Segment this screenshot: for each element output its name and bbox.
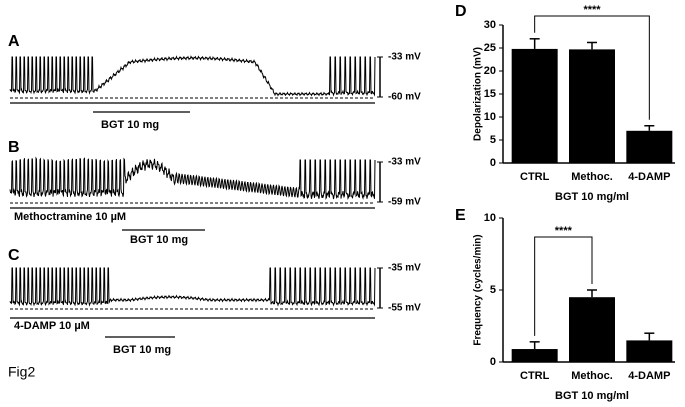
x-axis-label: BGT 10 mg/ml xyxy=(555,390,629,402)
x-tick-label: 4-DAMP xyxy=(628,370,670,382)
y-tick-label: 15 xyxy=(484,88,496,100)
bar xyxy=(569,297,615,362)
bar xyxy=(626,130,673,163)
panel-label: B xyxy=(8,139,20,156)
x-tick-label: CTRL xyxy=(520,171,550,183)
x-axis-label: BGT 10 mg/ml xyxy=(555,191,629,203)
panel-label: C xyxy=(8,247,20,264)
y-tick-label: 10 xyxy=(484,212,496,224)
x-tick-label: Methoc. xyxy=(571,370,613,382)
treatment-label: BGT 10 mg xyxy=(113,344,171,356)
panel-label: E xyxy=(455,207,466,224)
bar xyxy=(569,49,615,163)
y-tick-label: 30 xyxy=(484,19,496,31)
bottom-potential: -59 mV xyxy=(388,197,421,208)
trace xyxy=(9,156,376,201)
y-tick-label: 0 xyxy=(490,356,496,368)
y-tick-label: 5 xyxy=(490,134,496,146)
y-axis-label: Frequency (cycles/min) xyxy=(473,234,484,345)
panel-label: A xyxy=(8,33,20,50)
bottom-potential: -60 mV xyxy=(388,92,421,103)
bottom-potential: -55 mV xyxy=(388,303,421,314)
x-tick-label: CTRL xyxy=(520,370,550,382)
bar xyxy=(511,349,558,362)
significance-label: **** xyxy=(555,225,573,237)
y-tick-label: 5 xyxy=(490,284,496,296)
y-tick-label: 10 xyxy=(484,111,496,123)
panel-label: D xyxy=(455,3,467,20)
trace xyxy=(9,267,376,307)
top-potential: -33 mV xyxy=(388,52,421,63)
bar xyxy=(511,48,558,163)
x-tick-label: 4-DAMP xyxy=(628,171,670,183)
bar xyxy=(626,340,673,362)
top-potential: -33 mV xyxy=(388,157,421,168)
top-potential: -35 mV xyxy=(388,263,421,274)
drug-label: 4-DAMP 10 µM xyxy=(14,320,90,332)
significance-bracket xyxy=(534,236,593,336)
significance-bracket xyxy=(534,15,650,120)
y-tick-label: 20 xyxy=(484,65,496,77)
treatment-label: BGT 10 mg xyxy=(101,119,159,131)
drug-label: Methoctramine 10 µM xyxy=(14,211,126,223)
x-tick-label: Methoc. xyxy=(571,171,613,183)
figure-label: Fig2 xyxy=(8,364,35,380)
trace xyxy=(9,55,376,97)
y-tick-label: 25 xyxy=(484,42,496,54)
significance-label: **** xyxy=(583,4,601,16)
treatment-label: BGT 10 mg xyxy=(130,234,188,246)
y-tick-label: 0 xyxy=(490,157,496,169)
y-axis-label: Depolarization (mV) xyxy=(473,47,484,141)
